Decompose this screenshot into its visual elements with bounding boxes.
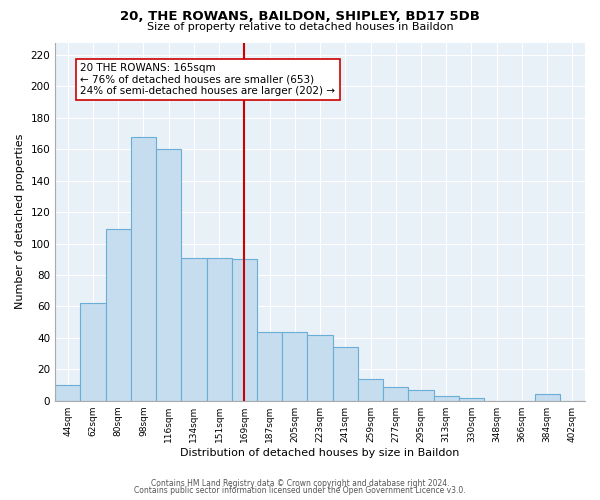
Text: 20 THE ROWANS: 165sqm
← 76% of detached houses are smaller (653)
24% of semi-det: 20 THE ROWANS: 165sqm ← 76% of detached …: [80, 63, 335, 96]
Y-axis label: Number of detached properties: Number of detached properties: [15, 134, 25, 310]
Bar: [80, 304, 106, 400]
Bar: [257, 332, 282, 400]
Bar: [434, 396, 459, 400]
Bar: [409, 390, 434, 400]
Text: Size of property relative to detached houses in Baildon: Size of property relative to detached ho…: [146, 22, 454, 32]
Bar: [332, 348, 358, 401]
Bar: [358, 378, 383, 400]
X-axis label: Distribution of detached houses by size in Baildon: Distribution of detached houses by size …: [181, 448, 460, 458]
Bar: [106, 230, 131, 400]
Text: 20, THE ROWANS, BAILDON, SHIPLEY, BD17 5DB: 20, THE ROWANS, BAILDON, SHIPLEY, BD17 5…: [120, 10, 480, 23]
Bar: [206, 258, 232, 400]
Bar: [181, 258, 206, 400]
Bar: [307, 334, 332, 400]
Text: Contains public sector information licensed under the Open Government Licence v3: Contains public sector information licen…: [134, 486, 466, 495]
Bar: [535, 394, 560, 400]
Bar: [383, 386, 409, 400]
Text: Contains HM Land Registry data © Crown copyright and database right 2024.: Contains HM Land Registry data © Crown c…: [151, 478, 449, 488]
Bar: [131, 137, 156, 400]
Bar: [55, 385, 80, 400]
Bar: [459, 398, 484, 400]
Bar: [282, 332, 307, 400]
Bar: [156, 150, 181, 400]
Bar: [232, 260, 257, 400]
